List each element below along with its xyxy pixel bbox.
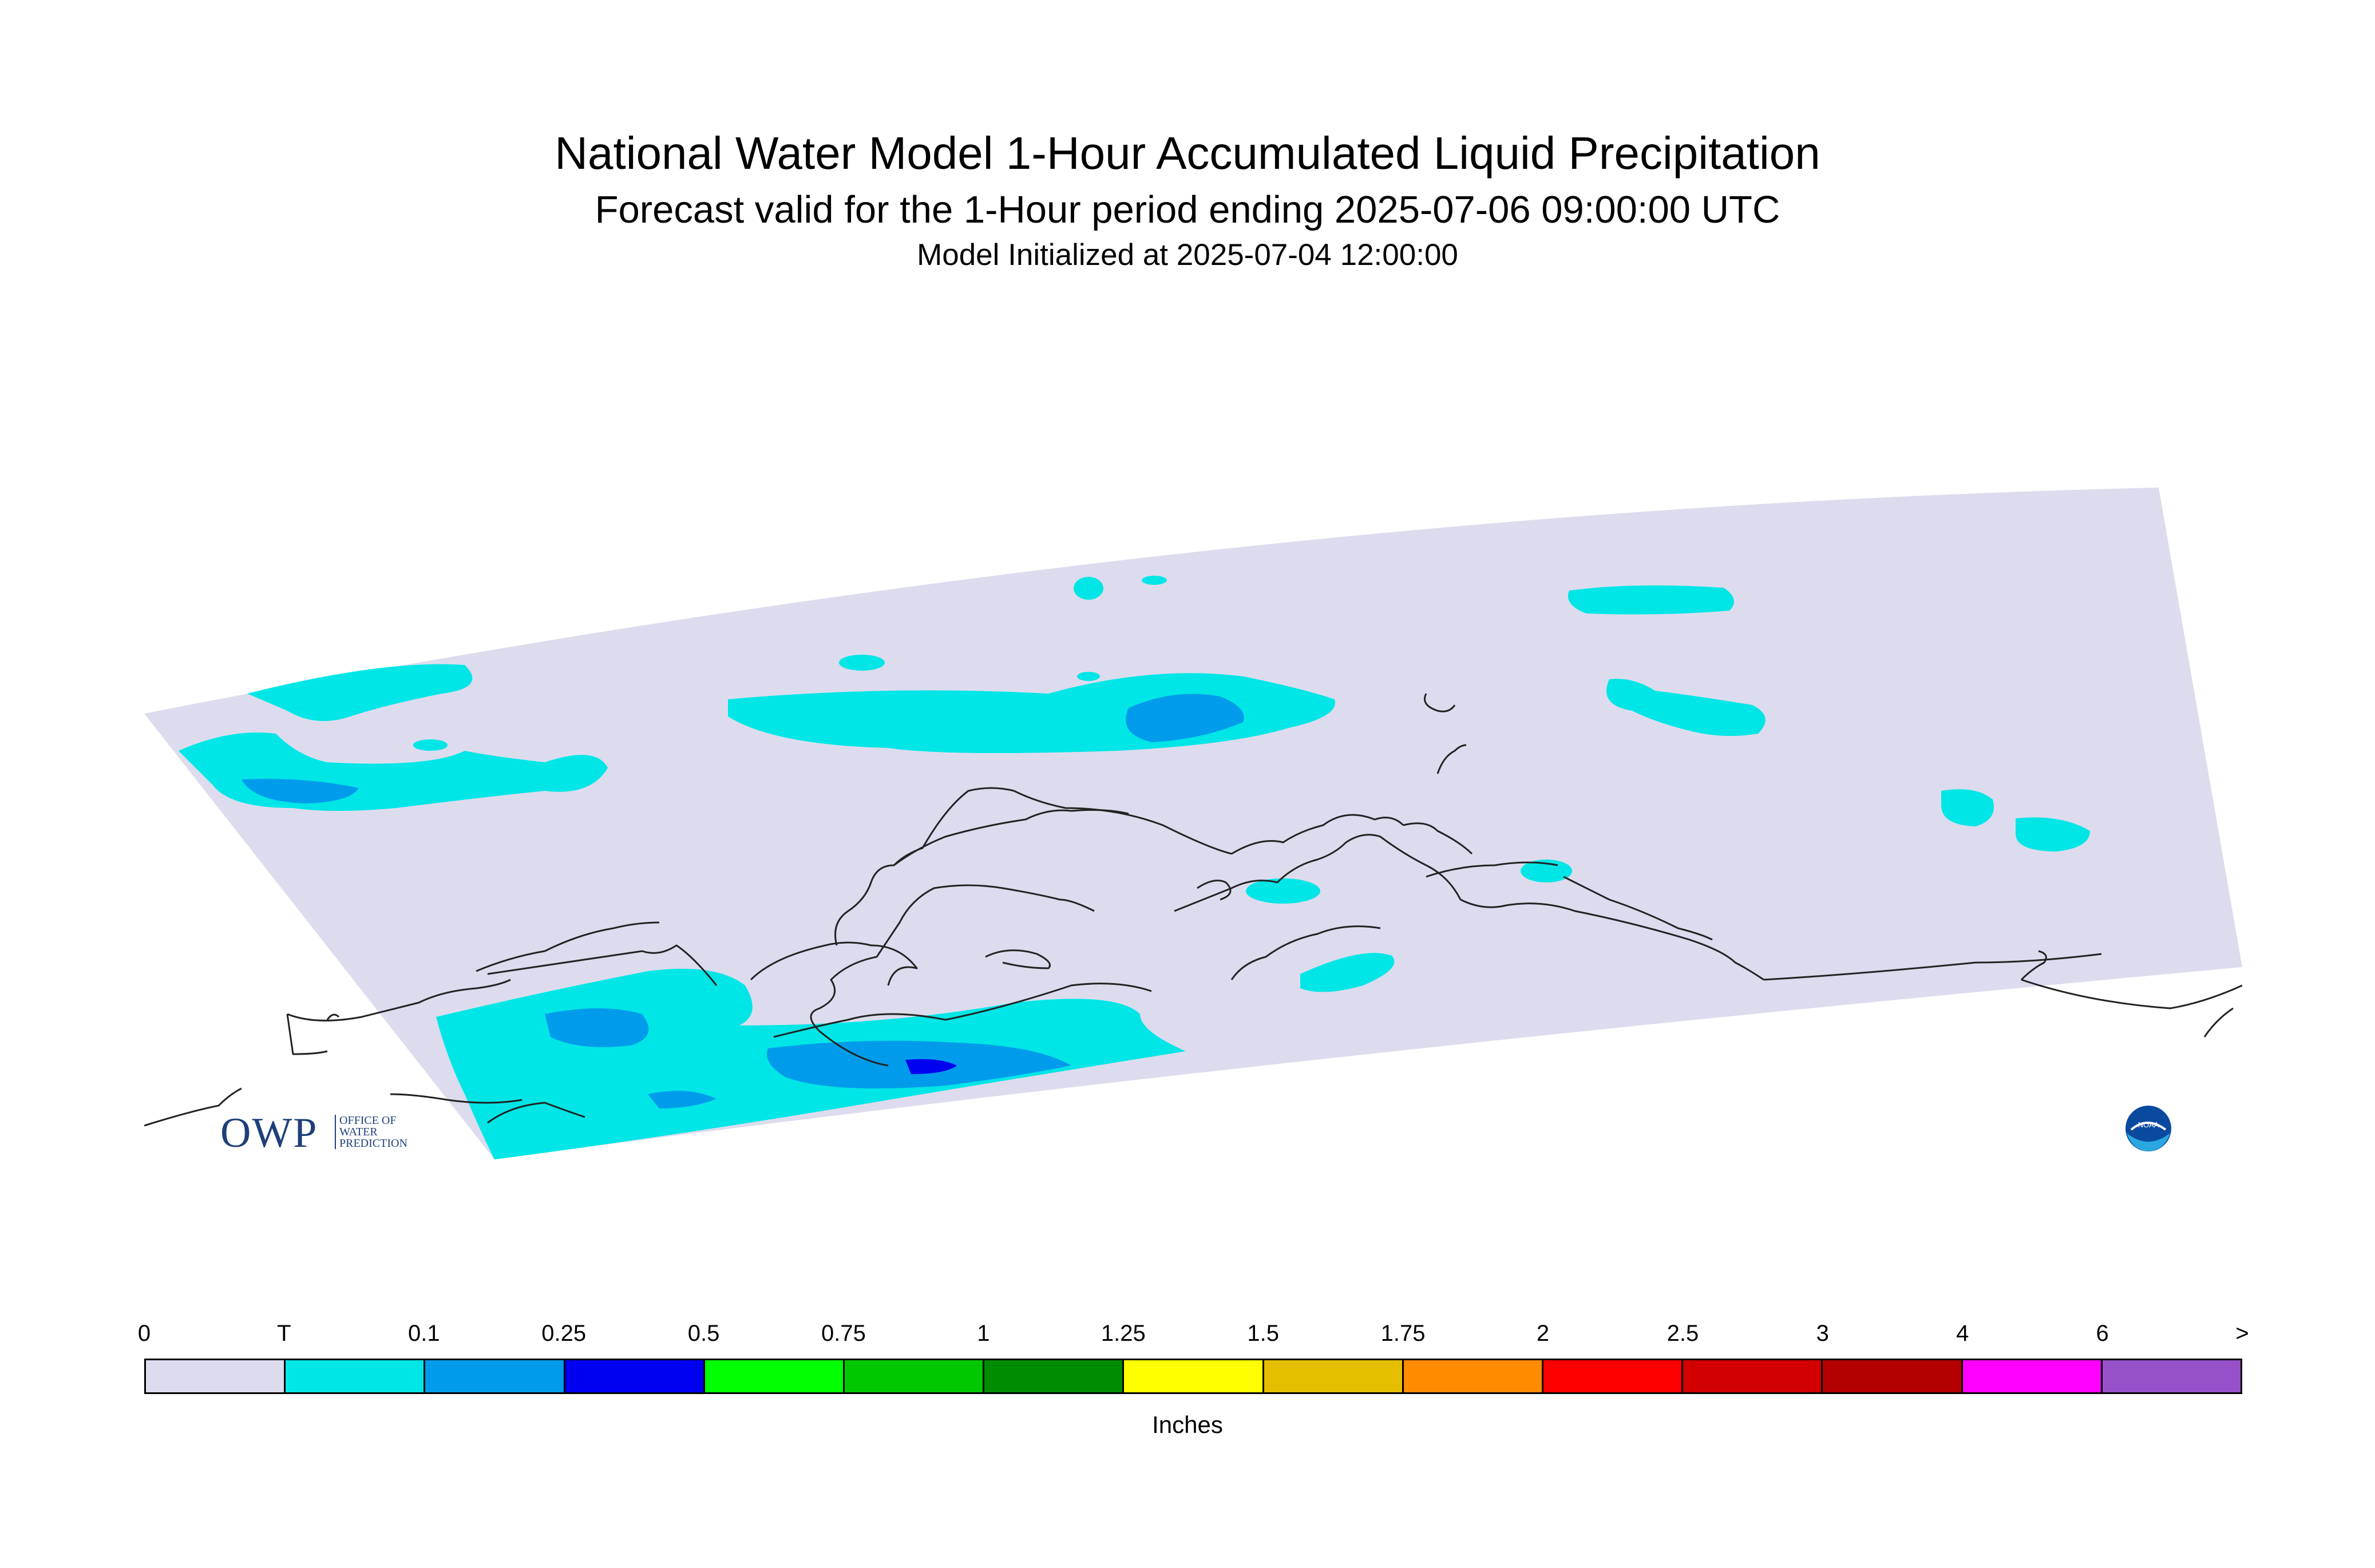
map-title: National Water Model 1-Hour Accumulated … [555,128,1820,179]
legend-swatch [146,1360,286,1392]
legend-tick-label: 3 [1816,1321,1829,1346]
legend-swatch [1124,1360,1264,1392]
legend-swatch [984,1360,1125,1392]
forecast-valid-subtitle: Forecast valid for the 1-Hour period end… [595,188,1780,231]
owp-logo-text: OFFICE OF WATER PREDICTION [335,1115,407,1149]
legend-swatch [1543,1360,1684,1392]
legend-swatch [425,1360,565,1392]
legend-color-bar [144,1359,2242,1394]
legend-tick-label: 1 [977,1321,990,1346]
owp-logo: OWP OFFICE OF WATER PREDICTION [220,1109,407,1158]
legend-swatch [565,1360,705,1392]
legend-tick-label: 0.5 [687,1321,720,1346]
legend-tick-label: 6 [2096,1321,2109,1346]
legend-tick-label: 0.25 [541,1321,587,1346]
precip-heavy-area [905,1059,957,1074]
noaa-logo: NOAA [2125,1106,2171,1151]
legend-tick-label: 0.75 [821,1321,866,1346]
legend-tick-label: 1.5 [1247,1321,1279,1346]
legend-tick-label: 0 [137,1321,151,1346]
legend-swatch [1823,1360,1963,1392]
precipitation-map [144,488,2242,1159]
legend-swatch [1683,1360,1823,1392]
owp-logo-mark: OWP [220,1110,318,1157]
legend-swatch [1264,1360,1404,1392]
coastlines [144,693,2242,1127]
legend-swatch [2102,1360,2241,1392]
legend-tick-labels: 0 T 0.1 0.25 0.5 0.75 1 1.25 1.5 1.75 2 2.5 3 4 6 > [138,1321,2249,1355]
legend-swatch [1962,1360,2103,1392]
legend-tick-label: 1.25 [1101,1321,1146,1346]
legend-swatch [704,1360,845,1392]
legend-tick-label: 4 [1956,1321,1969,1346]
legend-tick-label: 2.5 [1667,1321,1699,1346]
legend-tick-label: > [2235,1321,2249,1346]
legend-swatch [286,1360,426,1392]
legend-swatch [1403,1360,1544,1392]
legend-tick-label: 0.1 [407,1321,440,1346]
legend-tick-label: T [277,1321,291,1346]
legend-swatch [845,1360,985,1392]
noaa-logo-text: NOAA [2138,1120,2159,1129]
legend-units: Inches [1152,1411,1223,1438]
legend-tick-label: 1.75 [1380,1321,1426,1346]
model-init-time: Model Initialized at 2025-07-04 12:00:00 [917,238,1458,272]
legend-tick-label: 2 [1536,1321,1550,1346]
